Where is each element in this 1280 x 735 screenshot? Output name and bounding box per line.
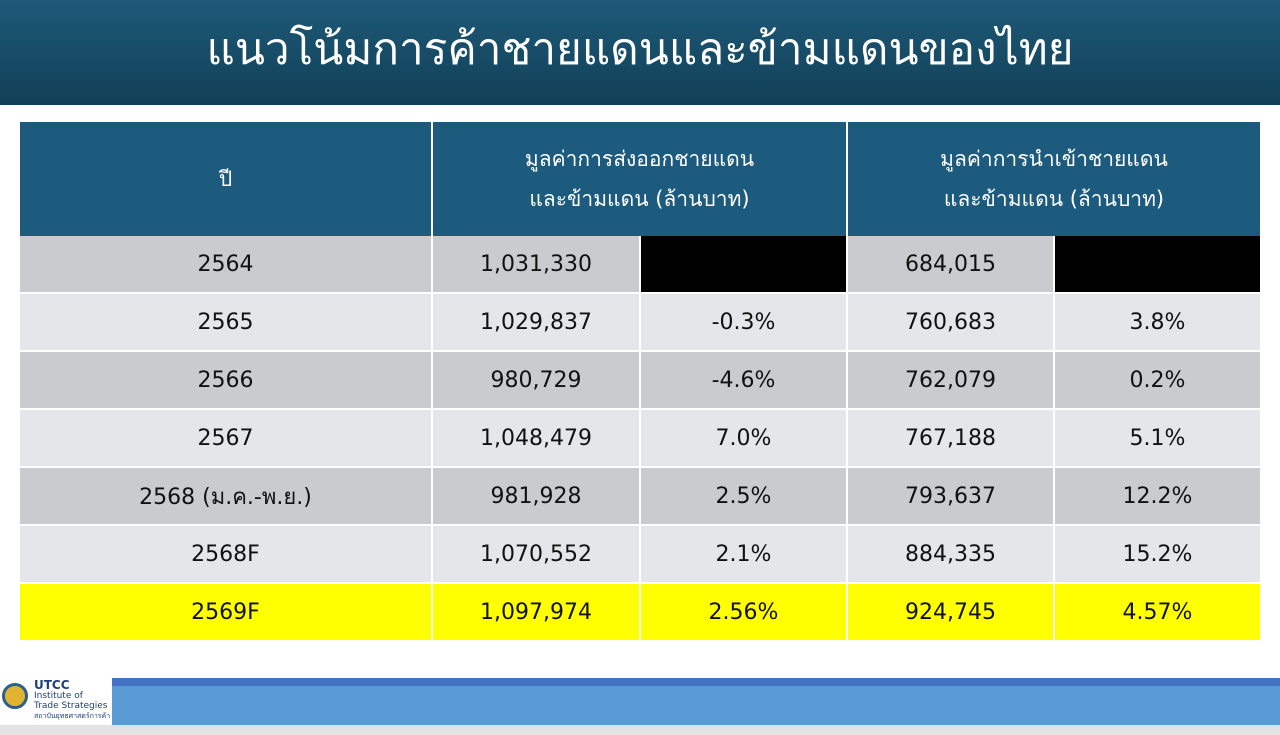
table-cell: 924,745 xyxy=(848,584,1055,642)
title-bar xyxy=(0,0,1280,105)
table-cell: 884,335 xyxy=(848,526,1055,584)
table-cell: 2568 (ม.ค.-พ.ย.) xyxy=(20,468,433,526)
column-header: มูลค่าการนำเข้าชายแดน และข้ามแดน (ล้านบา… xyxy=(848,122,1262,236)
table-cell: 760,683 xyxy=(848,294,1055,352)
table-cell: 5.1% xyxy=(1055,410,1262,468)
table-cell: 1,029,837 xyxy=(433,294,641,352)
table-cell: 1,070,552 xyxy=(433,526,641,584)
blank-cell xyxy=(641,236,848,294)
table-cell: 980,729 xyxy=(433,352,641,410)
column-header: ปี xyxy=(20,122,433,236)
table-cell: 2569F xyxy=(20,584,433,642)
table-cell: 1,048,479 xyxy=(433,410,641,468)
table: ปี มูลค่าการส่งออกชายแดน และข้ามแดน (ล้าน… xyxy=(20,122,1262,642)
footer-base xyxy=(0,725,1280,735)
table-cell: 2566 xyxy=(20,352,433,410)
blank-cell xyxy=(1055,236,1262,294)
table-cell: 12.2% xyxy=(1055,468,1262,526)
logo-text: สถาบันยุทธศาสตร์การค้า xyxy=(34,712,111,720)
table-cell: 981,928 xyxy=(433,468,641,526)
table-cell: 0.2% xyxy=(1055,352,1262,410)
table-cell: 793,637 xyxy=(848,468,1055,526)
table-cell: 2.1% xyxy=(641,526,848,584)
logo-text: Trade Strategies xyxy=(34,701,108,711)
table-cell: 2564 xyxy=(20,236,433,294)
logo-emblem xyxy=(2,683,28,709)
table-cell: 2.56% xyxy=(641,584,848,642)
table-cell: 762,079 xyxy=(848,352,1055,410)
table-cell: 2567 xyxy=(20,410,433,468)
table-cell: 4.57% xyxy=(1055,584,1262,642)
table-cell: 2568F xyxy=(20,526,433,584)
table-cell: 1,097,974 xyxy=(433,584,641,642)
table-cell: 3.8% xyxy=(1055,294,1262,352)
table-cell: 7.0% xyxy=(641,410,848,468)
table-cell: 2565 xyxy=(20,294,433,352)
table-cell: -4.6% xyxy=(641,352,848,410)
logo-text: UTCC xyxy=(34,678,70,692)
table-cell: 15.2% xyxy=(1055,526,1262,584)
column-header: มูลค่าการส่งออกชายแดน และข้ามแดน (ล้านบา… xyxy=(433,122,848,236)
table-cell: 767,188 xyxy=(848,410,1055,468)
table-cell: 684,015 xyxy=(848,236,1055,294)
table-cell: -0.3% xyxy=(641,294,848,352)
table-cell: 2.5% xyxy=(641,468,848,526)
footer-bar xyxy=(112,678,1280,725)
title: แนวโน้มการค้าชายแดนและข้ามแดนของไทย xyxy=(206,24,1074,75)
logo-text: Institute of xyxy=(34,691,83,701)
table-cell: 1,031,330 xyxy=(433,236,641,294)
